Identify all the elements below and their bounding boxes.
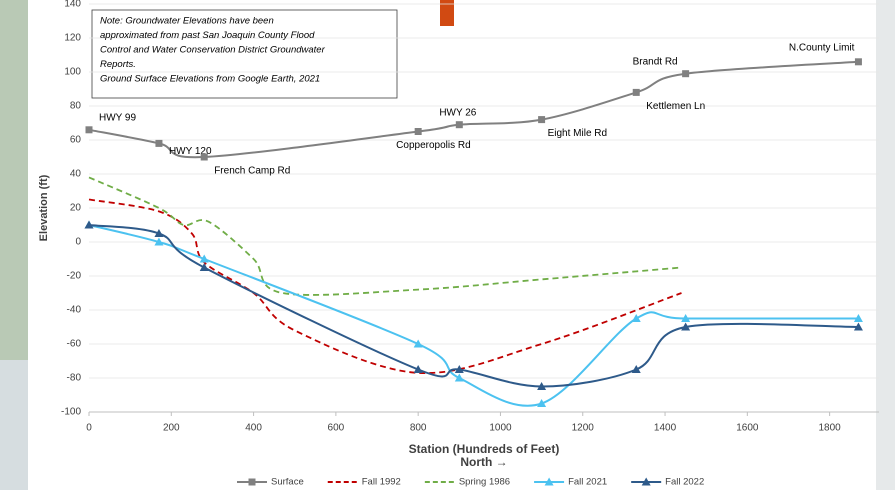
y-tick-label: 80 [70, 101, 82, 112]
marker [86, 126, 93, 133]
y-axis-label: Elevation (ft) [38, 174, 50, 241]
legend-label: Fall 2021 [568, 477, 607, 488]
marker [632, 314, 641, 322]
x-tick-label: 200 [163, 423, 180, 434]
marker [633, 89, 640, 96]
y-tick-label: -20 [67, 271, 82, 282]
y-tick-label: 40 [70, 169, 82, 180]
point-label: French Camp Rd [214, 166, 290, 177]
page: {"chart_data": {"type": "line", "ylabel"… [0, 0, 895, 490]
note-line: Reports. [100, 59, 136, 70]
marker [538, 116, 545, 123]
y-tick-label: 100 [64, 67, 81, 78]
series-line [89, 200, 682, 374]
point-label: HWY 99 [99, 112, 136, 123]
marker [200, 263, 209, 271]
x-tick-label: 1400 [654, 423, 677, 434]
y-tick-label: 120 [64, 33, 81, 44]
series-line [89, 225, 858, 387]
map-edge [0, 0, 28, 360]
legend-label: Fall 1992 [362, 477, 401, 488]
y-tick-label: 20 [70, 203, 82, 214]
y-tick-label: -80 [67, 373, 82, 384]
marker [455, 374, 464, 382]
chart: Elevation (ft) Station (Hundreds of Feet… [0, 0, 895, 490]
legend-label: Surface [271, 477, 304, 488]
y-tick-label: 140 [64, 0, 81, 10]
point-label: Eight Mile Rd [548, 128, 607, 139]
point-label: Kettlemen Ln [646, 101, 705, 112]
x-tick-label: 1800 [819, 423, 842, 434]
x-axis-label: Station (Hundreds of Feet) [409, 442, 560, 456]
x-tick-label: 0 [86, 423, 92, 434]
note-line: approximated from past San Joaquin Count… [100, 30, 315, 41]
point-label: Copperopolis Rd [396, 140, 471, 151]
y-tick-label: -40 [67, 305, 82, 316]
marker [855, 58, 862, 65]
point-label: HWY 26 [439, 107, 476, 118]
side-panel [876, 0, 895, 490]
point-label: Brandt Rd [633, 56, 678, 67]
marker [201, 154, 208, 161]
series-line [89, 225, 858, 406]
point-label: N.County Limit [789, 42, 855, 53]
x-tick-label: 400 [245, 423, 262, 434]
legend-label: Fall 2022 [665, 477, 704, 488]
marker [415, 128, 422, 135]
series-line [89, 177, 682, 295]
marker [456, 121, 463, 128]
x-tick-label: 1000 [489, 423, 512, 434]
map-edge [0, 360, 28, 490]
legend-label: Spring 1986 [459, 477, 510, 488]
y-tick-label: -60 [67, 339, 82, 350]
legend-marker [249, 479, 256, 486]
y-tick-label: -100 [61, 407, 81, 418]
y-tick-label: 60 [70, 135, 82, 146]
x-axis-direction: North → [460, 455, 507, 469]
marker [155, 140, 162, 147]
x-tick-label: 1200 [572, 423, 595, 434]
note-line: Control and Water Conservation District … [100, 45, 326, 56]
note-line: Ground Surface Elevations from Google Ea… [100, 74, 320, 85]
note-line: Note: Groundwater Elevations have been [100, 16, 274, 27]
x-tick-label: 600 [328, 423, 345, 434]
y-tick-label: 0 [75, 237, 81, 248]
x-tick-label: 1600 [736, 423, 759, 434]
marker [682, 70, 689, 77]
x-tick-label: 800 [410, 423, 427, 434]
